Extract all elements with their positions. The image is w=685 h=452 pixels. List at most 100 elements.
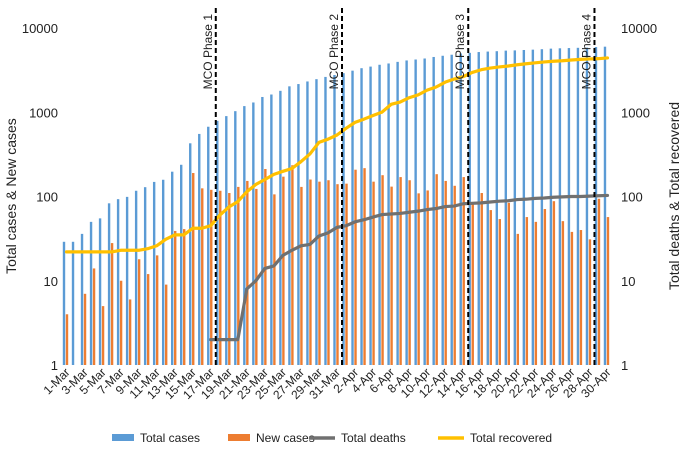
total-cases-bar [234, 111, 237, 365]
legend-label: Total recovered [470, 431, 552, 445]
total-cases-bar [333, 75, 336, 366]
new-cases-bar [92, 268, 96, 365]
total-cases-bar [71, 241, 75, 365]
total-cases-bar [62, 241, 66, 365]
new-cases-bar [525, 217, 529, 365]
y-tick-right: 1 [621, 358, 628, 373]
new-cases-bar [408, 180, 411, 365]
total-cases-bar [585, 47, 589, 366]
new-cases-bar [444, 180, 447, 365]
total-cases-bar [342, 73, 345, 365]
total-cases-bar [270, 94, 273, 365]
new-cases-bar [579, 230, 583, 365]
new-cases-bar [489, 210, 492, 365]
y-tick-left: 100 [36, 190, 58, 205]
y-tick-right: 10 [621, 274, 635, 289]
legend-label: Total cases [140, 431, 200, 445]
new-cases-bar [327, 180, 330, 365]
y-tick-left: 10000 [22, 21, 58, 36]
total-recovered-line [64, 56, 610, 254]
new-cases-bar [119, 280, 123, 365]
new-cases-bar [390, 186, 393, 365]
new-cases-bar [363, 168, 366, 365]
total-cases-bar [558, 48, 562, 366]
y-tick-right: 1000 [621, 105, 650, 120]
total-cases-bar [279, 90, 282, 365]
new-cases-bar [552, 201, 556, 365]
total-cases-bar [171, 171, 174, 365]
total-cases-bar [576, 47, 580, 366]
new-cases-bar [228, 193, 231, 365]
total-cases-bar [495, 51, 498, 365]
total-cases-bar [152, 181, 156, 365]
new-cases-bar [318, 181, 321, 365]
total-cases-bar [189, 143, 192, 365]
phase-label-group: MCO Phase 2 [327, 14, 341, 90]
total-cases-bar [432, 56, 435, 365]
new-cases-bar [453, 185, 456, 365]
new-cases-bar [128, 299, 132, 365]
new-cases-bar [417, 193, 420, 365]
total-cases-bar [207, 126, 210, 366]
new-cases-bar [426, 190, 429, 365]
new-cases-bar [192, 173, 195, 365]
total-cases-bar [116, 199, 120, 365]
total-cases-bar [180, 164, 183, 365]
phase-label: MCO Phase 2 [327, 14, 341, 90]
new-cases-bar [137, 259, 141, 365]
x-axis: 1-Mar3-Mar5-Mar7-Mar9-Mar11-Mar13-Mar15-… [41, 365, 614, 402]
y-axis-left-title: Total cases & New cases [3, 118, 19, 274]
new-cases-bar [498, 219, 501, 365]
total-cases-bar [134, 190, 138, 365]
phase-label-group: MCO Phase 1 [201, 14, 215, 90]
total-cases-bar [486, 51, 489, 365]
total-cases-bar [531, 49, 535, 365]
new-cases-bar [534, 221, 538, 365]
total-cases-bar [441, 55, 444, 365]
total-cases-bar [477, 52, 480, 366]
y-tick-left: 1000 [29, 105, 58, 120]
total-cases-bar [261, 96, 264, 365]
new-cases-bar [164, 284, 168, 365]
total-cases-bar [567, 48, 571, 366]
y-axis-right-label: Total deaths & Total recovered [666, 102, 682, 290]
new-cases-bar [435, 174, 438, 365]
new-cases-bar [183, 229, 186, 365]
new-cases-bar [246, 180, 249, 365]
legend: Total cases New cases Total deaths Total re… [112, 431, 552, 445]
new-cases-bar [155, 255, 159, 365]
y-axis-left-label: Total cases & New cases [3, 118, 19, 274]
total-cases-bar [540, 49, 544, 365]
total-cases-bar [252, 102, 255, 365]
total-cases-bar [98, 218, 102, 365]
new-cases-bar [300, 186, 303, 365]
total-cases-bar [198, 133, 201, 365]
phase-label-group: MCO Phase 3 [453, 14, 467, 90]
y-axis-left: 1 10 100 1000 10000 [22, 21, 58, 373]
new-cases-bar [219, 190, 222, 365]
new-cases-bar [471, 202, 474, 365]
phase-annotations: MCO Phase 1 MCO Phase 2 MCO Phase 3 MCO Pha… [201, 8, 596, 365]
new-cases-bar [255, 188, 258, 365]
phase-label: MCO Phase 4 [579, 14, 593, 90]
phase-label-group: MCO Phase 4 [579, 14, 593, 90]
new-cases-bar [381, 175, 384, 365]
total-cases-bar [351, 70, 354, 365]
total-cases-bar [80, 233, 84, 365]
y-tick-left: 1 [51, 358, 58, 373]
total-cases-bar [594, 47, 598, 365]
legend-swatch [228, 434, 250, 441]
new-cases-bar [570, 231, 574, 365]
new-cases-bar [83, 293, 87, 365]
new-cases-bar [282, 176, 285, 365]
new-cases-bar [561, 221, 565, 365]
total-cases-bar [369, 66, 372, 365]
new-cases-bar [507, 202, 510, 365]
total-cases-bar [288, 86, 291, 365]
legend-label: New cases [256, 431, 315, 445]
new-cases-bar [110, 243, 114, 365]
y-tick-left: 10 [44, 274, 58, 289]
total-cases-bar [161, 179, 165, 365]
new-cases-bar [606, 217, 610, 365]
